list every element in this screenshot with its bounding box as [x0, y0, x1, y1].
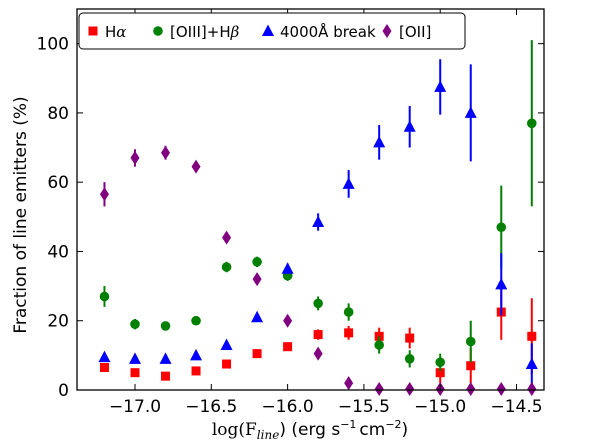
data-point [464, 106, 477, 118]
data-point [190, 348, 203, 361]
data-point [99, 187, 109, 202]
data-point [343, 307, 354, 317]
data-point [527, 331, 537, 341]
legend-label: [OIII]+Hβ [170, 23, 240, 41]
data-point [251, 310, 264, 323]
data-point [252, 272, 262, 287]
legend-label: [OII] [399, 23, 431, 41]
data-point [99, 291, 110, 302]
data-point [191, 366, 201, 376]
plot-area-frame [76, 8, 545, 391]
x-axis-label-units: ) (erg s [279, 420, 340, 440]
data-point [496, 222, 507, 233]
data-point [99, 362, 109, 372]
data-point [130, 319, 140, 329]
data-point [344, 376, 354, 391]
y-tick-label: 100 [37, 35, 69, 55]
x-tick-label: −14.5 [490, 397, 542, 417]
y-tick-label: 80 [47, 104, 69, 124]
x-axis-label-log: log(F [212, 420, 257, 440]
y-tick-label: 0 [58, 381, 69, 401]
data-point [465, 336, 476, 347]
data-point [159, 352, 172, 364]
data-point [526, 118, 537, 129]
series-2 [98, 59, 538, 385]
data-point [281, 262, 294, 274]
x-axis-label-sup2: −2 [385, 418, 401, 431]
data-point [160, 321, 171, 331]
data-point [220, 338, 233, 350]
series-3 [99, 145, 537, 396]
data-point [130, 368, 140, 378]
data-point [252, 349, 262, 359]
data-point [313, 298, 323, 309]
data-point [221, 262, 232, 272]
data-point [404, 354, 415, 364]
data-point [466, 361, 476, 371]
x-tick-label: −16.5 [185, 397, 237, 417]
data-point [130, 150, 140, 165]
legend-label: Hα [105, 23, 126, 41]
legend-marker [262, 24, 274, 36]
data-series-layer [98, 40, 538, 396]
x-axis-label-cm: cm [359, 420, 385, 440]
legend-box [78, 12, 466, 50]
legend-marker [88, 26, 98, 36]
y-tick-label: 60 [47, 173, 69, 193]
y-tick-label: 40 [47, 242, 69, 262]
data-point [374, 381, 384, 396]
y-tick-label: 20 [47, 312, 69, 332]
data-point [191, 159, 201, 174]
data-point [527, 381, 537, 396]
data-point [342, 177, 355, 189]
x-axis-label-close: ) [402, 420, 409, 440]
data-point [434, 80, 447, 92]
data-point [283, 313, 293, 328]
data-point [98, 350, 111, 363]
data-point [313, 330, 323, 340]
data-point [435, 368, 445, 378]
y-axis-label: Fraction of line emitters (%) [11, 96, 31, 333]
data-point [344, 328, 354, 338]
legend-marker [153, 26, 163, 36]
axes-layer: −17.0 −16.5 −16.0 −15.5 −15.0 −14.5 0 20 40 60 80 1… [37, 9, 544, 417]
data-point [373, 135, 386, 148]
x-tick-label: −15.5 [338, 397, 390, 417]
data-point [496, 381, 506, 396]
legend-label: 4000Å break [280, 22, 376, 41]
data-point [161, 145, 171, 160]
x-axis-label-sup1: −1 [340, 418, 356, 431]
data-point [495, 277, 508, 290]
x-tick-label: −17.0 [109, 397, 161, 417]
legend: Hα [OIII]+Hβ 4000Å break [OII] [78, 12, 466, 50]
data-point [161, 371, 171, 381]
data-point [313, 346, 323, 361]
data-point [525, 357, 538, 370]
data-point [405, 381, 415, 396]
legend-marker [382, 24, 392, 38]
x-axis-label-sub: line [257, 428, 280, 442]
data-point [312, 215, 325, 228]
data-point [128, 352, 141, 364]
data-point [252, 257, 262, 267]
data-point [466, 381, 476, 396]
data-point [435, 357, 446, 368]
x-tick-label: −16.0 [262, 397, 314, 417]
x-tick-label: −15.0 [414, 397, 466, 417]
data-point [222, 230, 232, 245]
x-axis-label: log(Fline) (erg s−1 cm−2) [212, 418, 408, 442]
data-point [403, 120, 416, 132]
data-point [283, 342, 293, 352]
data-point [222, 359, 232, 369]
legend-items: Hα [OIII]+Hβ 4000Å break [OII] [88, 22, 431, 41]
data-point [191, 315, 201, 326]
data-point [374, 340, 384, 350]
data-point [405, 333, 415, 343]
